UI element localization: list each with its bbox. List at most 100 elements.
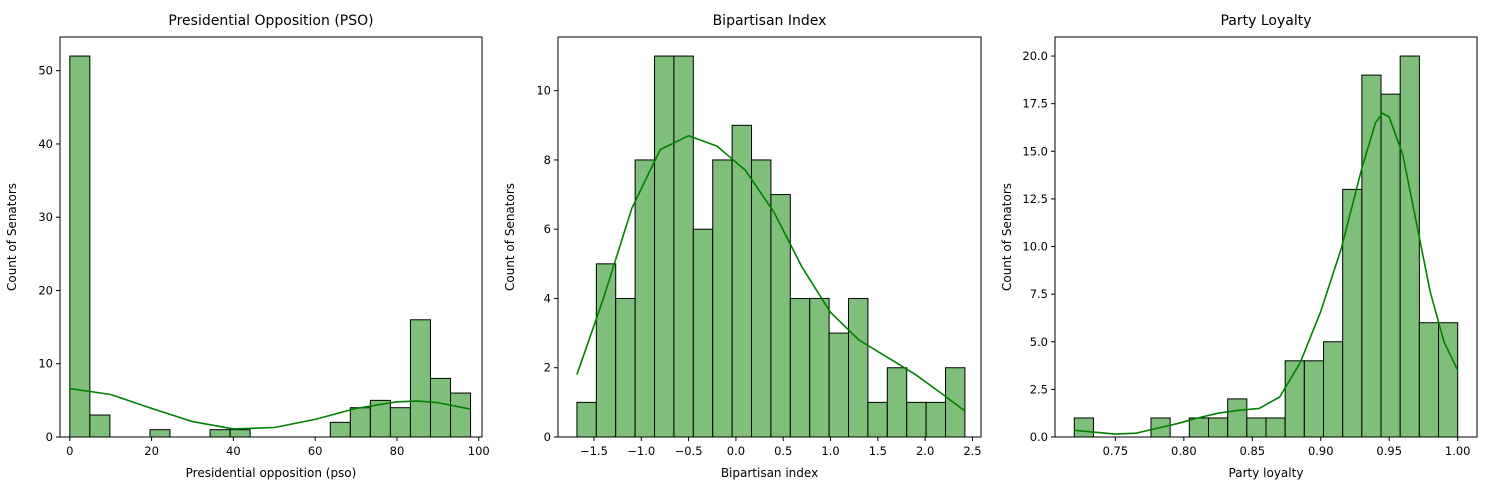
x-tick-label: 0.80 xyxy=(1171,444,1197,458)
y-tick-label: 6 xyxy=(544,222,551,236)
x-tick-label: 20 xyxy=(144,444,159,458)
histogram-bar xyxy=(1265,417,1286,438)
histogram-bar xyxy=(1207,417,1229,438)
kde-line xyxy=(576,134,966,412)
histogram-bar xyxy=(634,159,656,438)
histogram-bar xyxy=(1227,398,1248,438)
x-tick-label: 1.00 xyxy=(1445,444,1471,458)
y-tick-label: 7.5 xyxy=(1030,287,1048,301)
histogram-bar xyxy=(751,159,772,438)
subplot-3: 0.75 0.80 0.85 0.90 0.95 1.00 0.0 2.5 5.0 7.5 10.0… xyxy=(1000,13,1478,480)
histogram-bar xyxy=(1188,417,1209,438)
histogram-bar xyxy=(692,228,714,438)
histogram-bar xyxy=(429,377,452,438)
x-tick-label: −1.0 xyxy=(627,444,655,458)
x-axis-label: Party loyalty xyxy=(1229,466,1304,480)
y-tick-label: 0 xyxy=(46,430,53,444)
histogram-bar xyxy=(89,414,111,438)
y-tick-label: 8 xyxy=(544,153,551,167)
histogram-bar xyxy=(1418,322,1440,438)
x-tick-label: 0.0 xyxy=(727,444,745,458)
y-tick-label: 10 xyxy=(38,357,53,371)
histogram-bar xyxy=(712,159,733,438)
x-tick-label: 60 xyxy=(308,444,323,458)
kde-line xyxy=(69,387,471,430)
histogram-bar xyxy=(945,367,966,438)
x-axis-label: Bipartisan index xyxy=(721,466,818,480)
histogram-bar xyxy=(770,194,791,438)
subplot-1: 0 20 40 60 80 100 0 10 20 30 40 50 Presidential Oppo… xyxy=(5,13,490,480)
x-tick-label: 40 xyxy=(226,444,241,458)
histogram-bar xyxy=(149,429,171,438)
x-tick-label: 2.0 xyxy=(916,444,934,458)
kde-line xyxy=(1074,112,1459,435)
histogram-bar xyxy=(1323,341,1344,438)
histogram-bar xyxy=(867,401,888,438)
histogram-bar xyxy=(789,297,811,438)
histogram-bar xyxy=(69,55,91,438)
y-tick-label: 2.5 xyxy=(1030,382,1048,396)
y-tick-label: 0.0 xyxy=(1030,430,1048,444)
histogram-bar xyxy=(389,407,411,438)
x-tick-label: 1.0 xyxy=(821,444,839,458)
histogram-bar xyxy=(450,392,472,438)
histogram-bar xyxy=(409,319,431,438)
x-tick-label: 0.5 xyxy=(774,444,792,458)
x-tick-label: 1.5 xyxy=(869,444,887,458)
chart-title: Presidential Opposition (PSO) xyxy=(168,13,373,29)
histogram-bar xyxy=(731,124,753,438)
histogram-bar xyxy=(848,297,869,438)
histogram-bar xyxy=(906,401,927,438)
y-tick-label: 2 xyxy=(544,361,551,375)
axes-frame xyxy=(59,36,483,438)
chart-title: Bipartisan Index xyxy=(713,13,827,29)
x-tick-label: −1.5 xyxy=(580,444,608,458)
histogram-bar xyxy=(828,332,850,438)
y-axis-label: Count of Senators xyxy=(503,183,517,291)
x-tick-label: 0.85 xyxy=(1240,444,1266,458)
x-tick-label: 2.5 xyxy=(963,444,981,458)
histogram-bar xyxy=(809,297,830,438)
histogram-bar xyxy=(615,297,636,438)
x-tick-label: 0 xyxy=(66,444,73,458)
histogram-bar xyxy=(349,407,371,438)
y-tick-label: 20 xyxy=(38,283,53,297)
y-tick-label: 20.0 xyxy=(1022,49,1048,63)
x-tick-label: 100 xyxy=(468,444,490,458)
chart-title: Party Loyalty xyxy=(1220,13,1311,29)
histogram-bar xyxy=(1380,93,1401,438)
histogram-bar xyxy=(209,429,231,438)
y-tick-label: 5.0 xyxy=(1030,335,1048,349)
histogram-bar xyxy=(1246,417,1267,438)
y-tick-label: 10 xyxy=(536,84,551,98)
y-tick-label: 12.5 xyxy=(1022,192,1048,206)
x-tick-label: 80 xyxy=(390,444,405,458)
histogram-bar xyxy=(1399,55,1420,438)
x-tick-label: 0.90 xyxy=(1308,444,1334,458)
histogram-bar xyxy=(1303,360,1325,438)
histogram-bar xyxy=(886,367,908,438)
axes-frame xyxy=(1054,36,1478,438)
histogram-bar xyxy=(1438,322,1459,438)
y-tick-label: 15.0 xyxy=(1022,144,1048,158)
y-tick-label: 30 xyxy=(38,210,53,224)
y-axis-label: Count of Senators xyxy=(5,183,19,291)
x-axis-label: Presidential opposition (pso) xyxy=(186,466,357,480)
x-tick-label: 0.95 xyxy=(1376,444,1402,458)
subplot-2: −1.5 −1.0 −0.5 0.0 0.5 1.0 1.5 2.0 2.5 0 2 4 6 8 10 Bip… xyxy=(503,13,982,480)
y-tick-label: 40 xyxy=(38,137,53,151)
histogram-bar xyxy=(654,55,675,438)
y-tick-label: 17.5 xyxy=(1022,97,1048,111)
histogram-bar xyxy=(329,421,351,438)
histogram-bar xyxy=(1342,188,1363,438)
x-tick-label: −0.5 xyxy=(675,444,703,458)
histogram-bar xyxy=(925,401,947,438)
y-tick-label: 50 xyxy=(38,64,53,78)
y-tick-label: 10.0 xyxy=(1022,240,1048,254)
x-tick-label: 0.75 xyxy=(1103,444,1129,458)
y-tick-label: 0 xyxy=(544,430,551,444)
histogram-bar xyxy=(1361,74,1382,438)
histogram-bar xyxy=(229,429,251,438)
y-tick-label: 4 xyxy=(544,291,551,305)
